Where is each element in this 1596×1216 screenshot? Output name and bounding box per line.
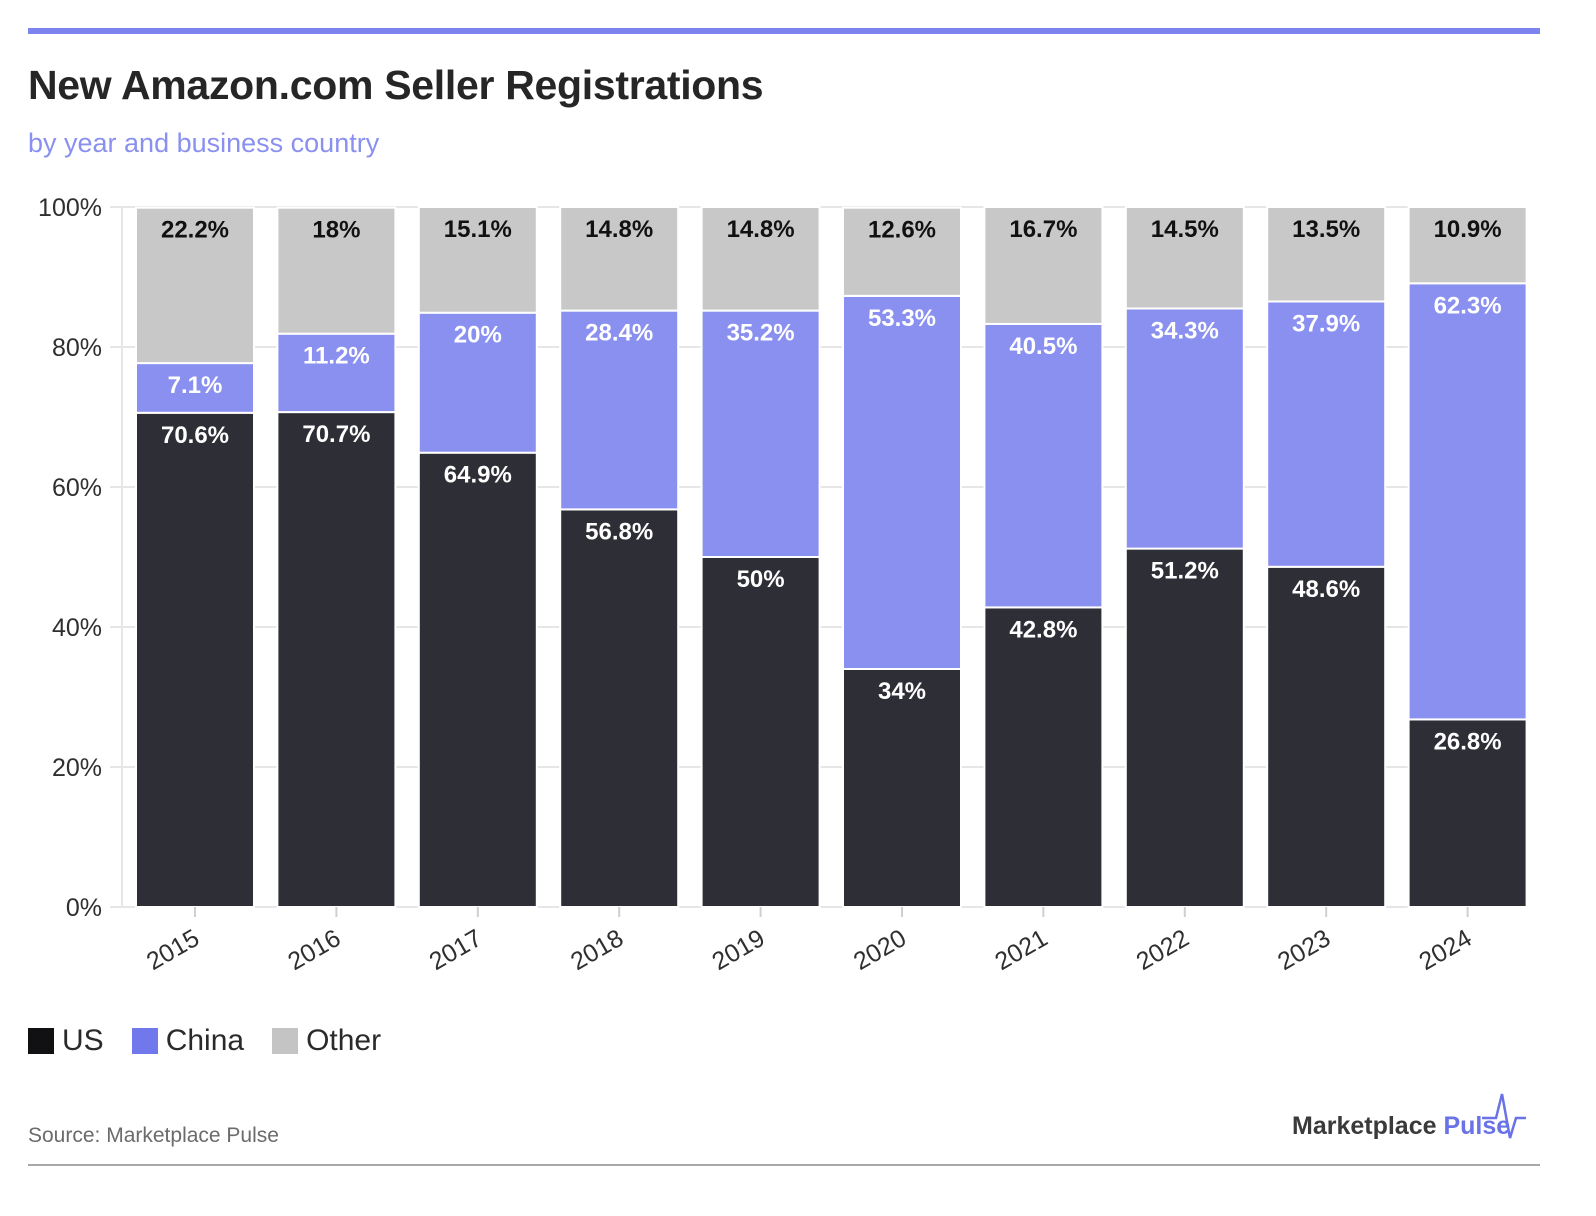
data-label-china: 7.1% bbox=[168, 372, 223, 399]
data-label-china: 34.3% bbox=[1151, 318, 1219, 345]
data-label-china: 20% bbox=[454, 322, 502, 349]
chart-title: New Amazon.com Seller Registrations bbox=[28, 62, 764, 108]
x-tick-label: 2019 bbox=[707, 924, 769, 976]
data-label-china: 11.2% bbox=[303, 343, 370, 370]
legend: US China Other bbox=[28, 1024, 409, 1058]
x-tick-label: 2021 bbox=[990, 924, 1052, 976]
data-label-china: 40.5% bbox=[1009, 333, 1077, 360]
y-tick-label: 80% bbox=[52, 334, 102, 362]
legend-item-us: US bbox=[28, 1024, 104, 1058]
x-tick-label: 2022 bbox=[1132, 924, 1194, 976]
bar-segment-us bbox=[700, 556, 821, 908]
bar-segment-other bbox=[1124, 206, 1245, 310]
data-label-other: 10.9% bbox=[1434, 216, 1502, 243]
y-tick-label: 0% bbox=[66, 894, 102, 922]
data-label-other: 14.5% bbox=[1151, 216, 1219, 243]
x-tick-label: 2023 bbox=[1273, 924, 1335, 976]
bar-segment-china bbox=[1407, 282, 1528, 721]
data-label-china: 37.9% bbox=[1292, 311, 1360, 338]
stacked-bar-chart: 0% 20% 40% 60% 80% 100% 70.6% 7.1% 22.2% 2015 70.7… bbox=[38, 194, 1528, 976]
y-tick-label: 40% bbox=[52, 614, 102, 642]
brand-logo-text: Marketplace Pulse bbox=[1292, 1112, 1510, 1141]
data-label-other: 22.2% bbox=[161, 217, 229, 244]
bar-segment-us bbox=[1266, 565, 1387, 908]
data-label-us: 48.6% bbox=[1292, 576, 1360, 603]
bar-segment-other bbox=[276, 206, 397, 335]
data-label-us: 64.9% bbox=[444, 462, 512, 489]
bar-segment-china bbox=[842, 294, 962, 671]
legend-item-other: Other bbox=[272, 1024, 381, 1058]
brand-accent: Pulse bbox=[1443, 1112, 1511, 1140]
y-tick-label: 100% bbox=[38, 194, 102, 222]
legend-label-china: China bbox=[165, 1024, 245, 1057]
bar-segment-china bbox=[983, 322, 1104, 609]
data-label-china: 53.3% bbox=[868, 305, 936, 332]
legend-item-china: China bbox=[131, 1024, 245, 1058]
bar-segment-china bbox=[559, 309, 680, 511]
x-tick-label: 2015 bbox=[142, 924, 204, 976]
data-label-us: 56.8% bbox=[585, 518, 653, 545]
legend-label-other: Other bbox=[306, 1024, 382, 1057]
bar-segment-other bbox=[559, 206, 680, 312]
bar-segment-us bbox=[1407, 718, 1528, 909]
y-tick-label: 20% bbox=[52, 754, 102, 782]
top-accent-rule bbox=[28, 28, 1540, 34]
x-tick-label: 2018 bbox=[566, 924, 628, 976]
data-label-other: 14.8% bbox=[727, 216, 795, 243]
bar-segment-china bbox=[417, 311, 538, 454]
bar-segment-us bbox=[135, 411, 255, 909]
data-label-us: 26.8% bbox=[1434, 728, 1502, 755]
bottom-rule bbox=[28, 1164, 1540, 1166]
bar-segment-china bbox=[1124, 307, 1245, 550]
brand-name: Marketplace bbox=[1292, 1112, 1437, 1140]
data-label-us: 51.2% bbox=[1151, 558, 1219, 585]
bar-segment-us bbox=[842, 668, 962, 908]
legend-label-us: US bbox=[62, 1024, 104, 1057]
data-label-other: 13.5% bbox=[1292, 216, 1360, 243]
legend-swatch-china bbox=[131, 1028, 158, 1054]
x-tick-label: 2024 bbox=[1414, 924, 1476, 976]
bar-segment-other bbox=[983, 206, 1104, 325]
data-label-other: 15.1% bbox=[444, 216, 512, 243]
data-label-us: 42.8% bbox=[1009, 616, 1077, 643]
data-label-us: 70.7% bbox=[302, 421, 370, 448]
data-label-other: 16.7% bbox=[1009, 216, 1077, 243]
data-label-other: 12.6% bbox=[868, 217, 936, 244]
bar-segment-us bbox=[559, 508, 680, 908]
data-label-us: 34% bbox=[878, 678, 926, 705]
source-note: Source: Marketplace Pulse bbox=[28, 1124, 279, 1147]
data-label-other: 14.8% bbox=[585, 216, 653, 243]
x-tick-label: 2017 bbox=[425, 924, 487, 976]
x-tick-label: 2016 bbox=[283, 924, 345, 976]
data-label-us: 50% bbox=[737, 566, 785, 593]
bar-segment-china bbox=[1266, 300, 1387, 568]
y-tick-label: 60% bbox=[52, 474, 102, 502]
data-label-china: 35.2% bbox=[727, 320, 795, 347]
bar-segment-china bbox=[135, 362, 255, 414]
bar-segment-other bbox=[1266, 206, 1387, 303]
bar-segment-other bbox=[135, 206, 255, 365]
bar-segment-china bbox=[276, 332, 397, 414]
bar-segment-us bbox=[276, 411, 397, 908]
bar-segment-other bbox=[700, 206, 821, 312]
data-label-china: 62.3% bbox=[1434, 292, 1502, 319]
legend-swatch-us bbox=[28, 1028, 54, 1054]
data-label-china: 28.4% bbox=[585, 320, 653, 347]
bar-segment-us bbox=[983, 606, 1104, 908]
chart-subtitle: by year and business country bbox=[28, 128, 380, 158]
bar-segment-other bbox=[417, 206, 538, 314]
bar-segment-other bbox=[842, 206, 962, 297]
bar-segment-china bbox=[700, 309, 821, 558]
data-label-us: 70.6% bbox=[161, 422, 229, 449]
x-tick-label: 2020 bbox=[849, 924, 911, 976]
data-label-other: 18% bbox=[312, 217, 360, 244]
bar-segment-us bbox=[1124, 547, 1245, 908]
bar-segment-other bbox=[1407, 206, 1528, 285]
pulse-logo-icon bbox=[1482, 1093, 1526, 1139]
bar-segment-us bbox=[417, 451, 538, 908]
legend-swatch-other bbox=[272, 1028, 299, 1054]
